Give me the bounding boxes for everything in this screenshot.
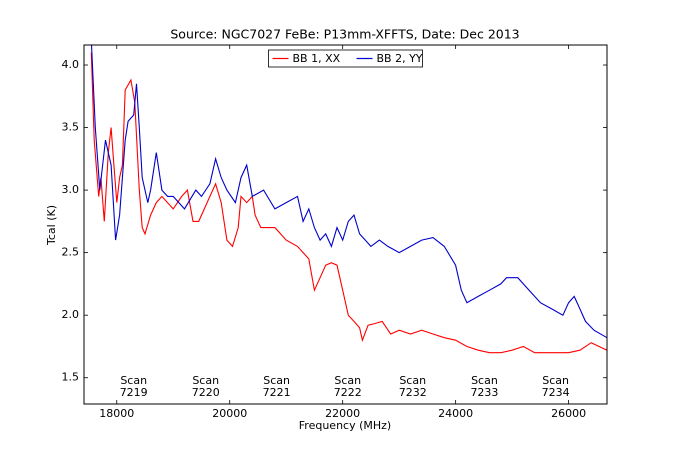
annotation-line: Scan — [192, 374, 219, 387]
y-tick-label: 3.5 — [62, 121, 80, 134]
legend-label: BB 1, XX — [293, 52, 341, 65]
annotation: Scan 7220 — [192, 374, 220, 399]
annotation-line: Scan — [399, 374, 426, 387]
annotation-line: Scan — [263, 374, 290, 387]
annotation-line: Scan — [120, 374, 147, 387]
annotation-line: 7220 — [192, 386, 220, 399]
x-tick-label: 20000 — [212, 407, 247, 420]
annotation-line: 7233 — [470, 386, 498, 399]
annotation-line: 7232 — [399, 386, 427, 399]
x-axis-label: Frequency (MHz) — [299, 419, 391, 432]
y-tick-label: 3.0 — [62, 183, 80, 196]
legend-label: BB 2, YY — [377, 52, 423, 65]
y-axis-label: Tcal (K) — [45, 205, 58, 246]
legend-box — [268, 49, 423, 68]
series-line — [90, 52, 607, 354]
annotation-line: 7219 — [120, 386, 148, 399]
x-tick-label: 22000 — [325, 407, 360, 420]
chart-title: Source: NGC7027 FeBe: P13mm-XFFTS, Date:… — [170, 27, 519, 42]
annotation: Scan 7222 — [334, 374, 362, 399]
annotation: Scan 7234 — [542, 374, 570, 399]
annotation: Scan 7233 — [470, 374, 498, 399]
x-tick-label: 18000 — [99, 407, 134, 420]
y-tick-label: 2.0 — [62, 308, 80, 321]
annotation: Scan 7219 — [120, 374, 148, 399]
annotation-line: 7221 — [263, 386, 291, 399]
series-line — [90, 45, 607, 339]
annotation-line: 7222 — [334, 386, 362, 399]
x-tick-label: 24000 — [438, 407, 473, 420]
annotation: Scan 7232 — [399, 374, 427, 399]
x-tick-label: 26000 — [551, 407, 586, 420]
y-tick-label: 4.0 — [62, 58, 80, 71]
axes-frame — [83, 44, 608, 405]
annotation-line: Scan — [334, 374, 361, 387]
y-tick-label: 1.5 — [62, 371, 80, 384]
y-tick-label: 2.5 — [62, 246, 80, 259]
plot-area — [90, 45, 607, 354]
annotation-line: Scan — [542, 374, 569, 387]
annotation-line: Scan — [471, 374, 498, 387]
annotation: Scan 7221 — [263, 374, 291, 399]
annotation-line: 7234 — [542, 386, 570, 399]
